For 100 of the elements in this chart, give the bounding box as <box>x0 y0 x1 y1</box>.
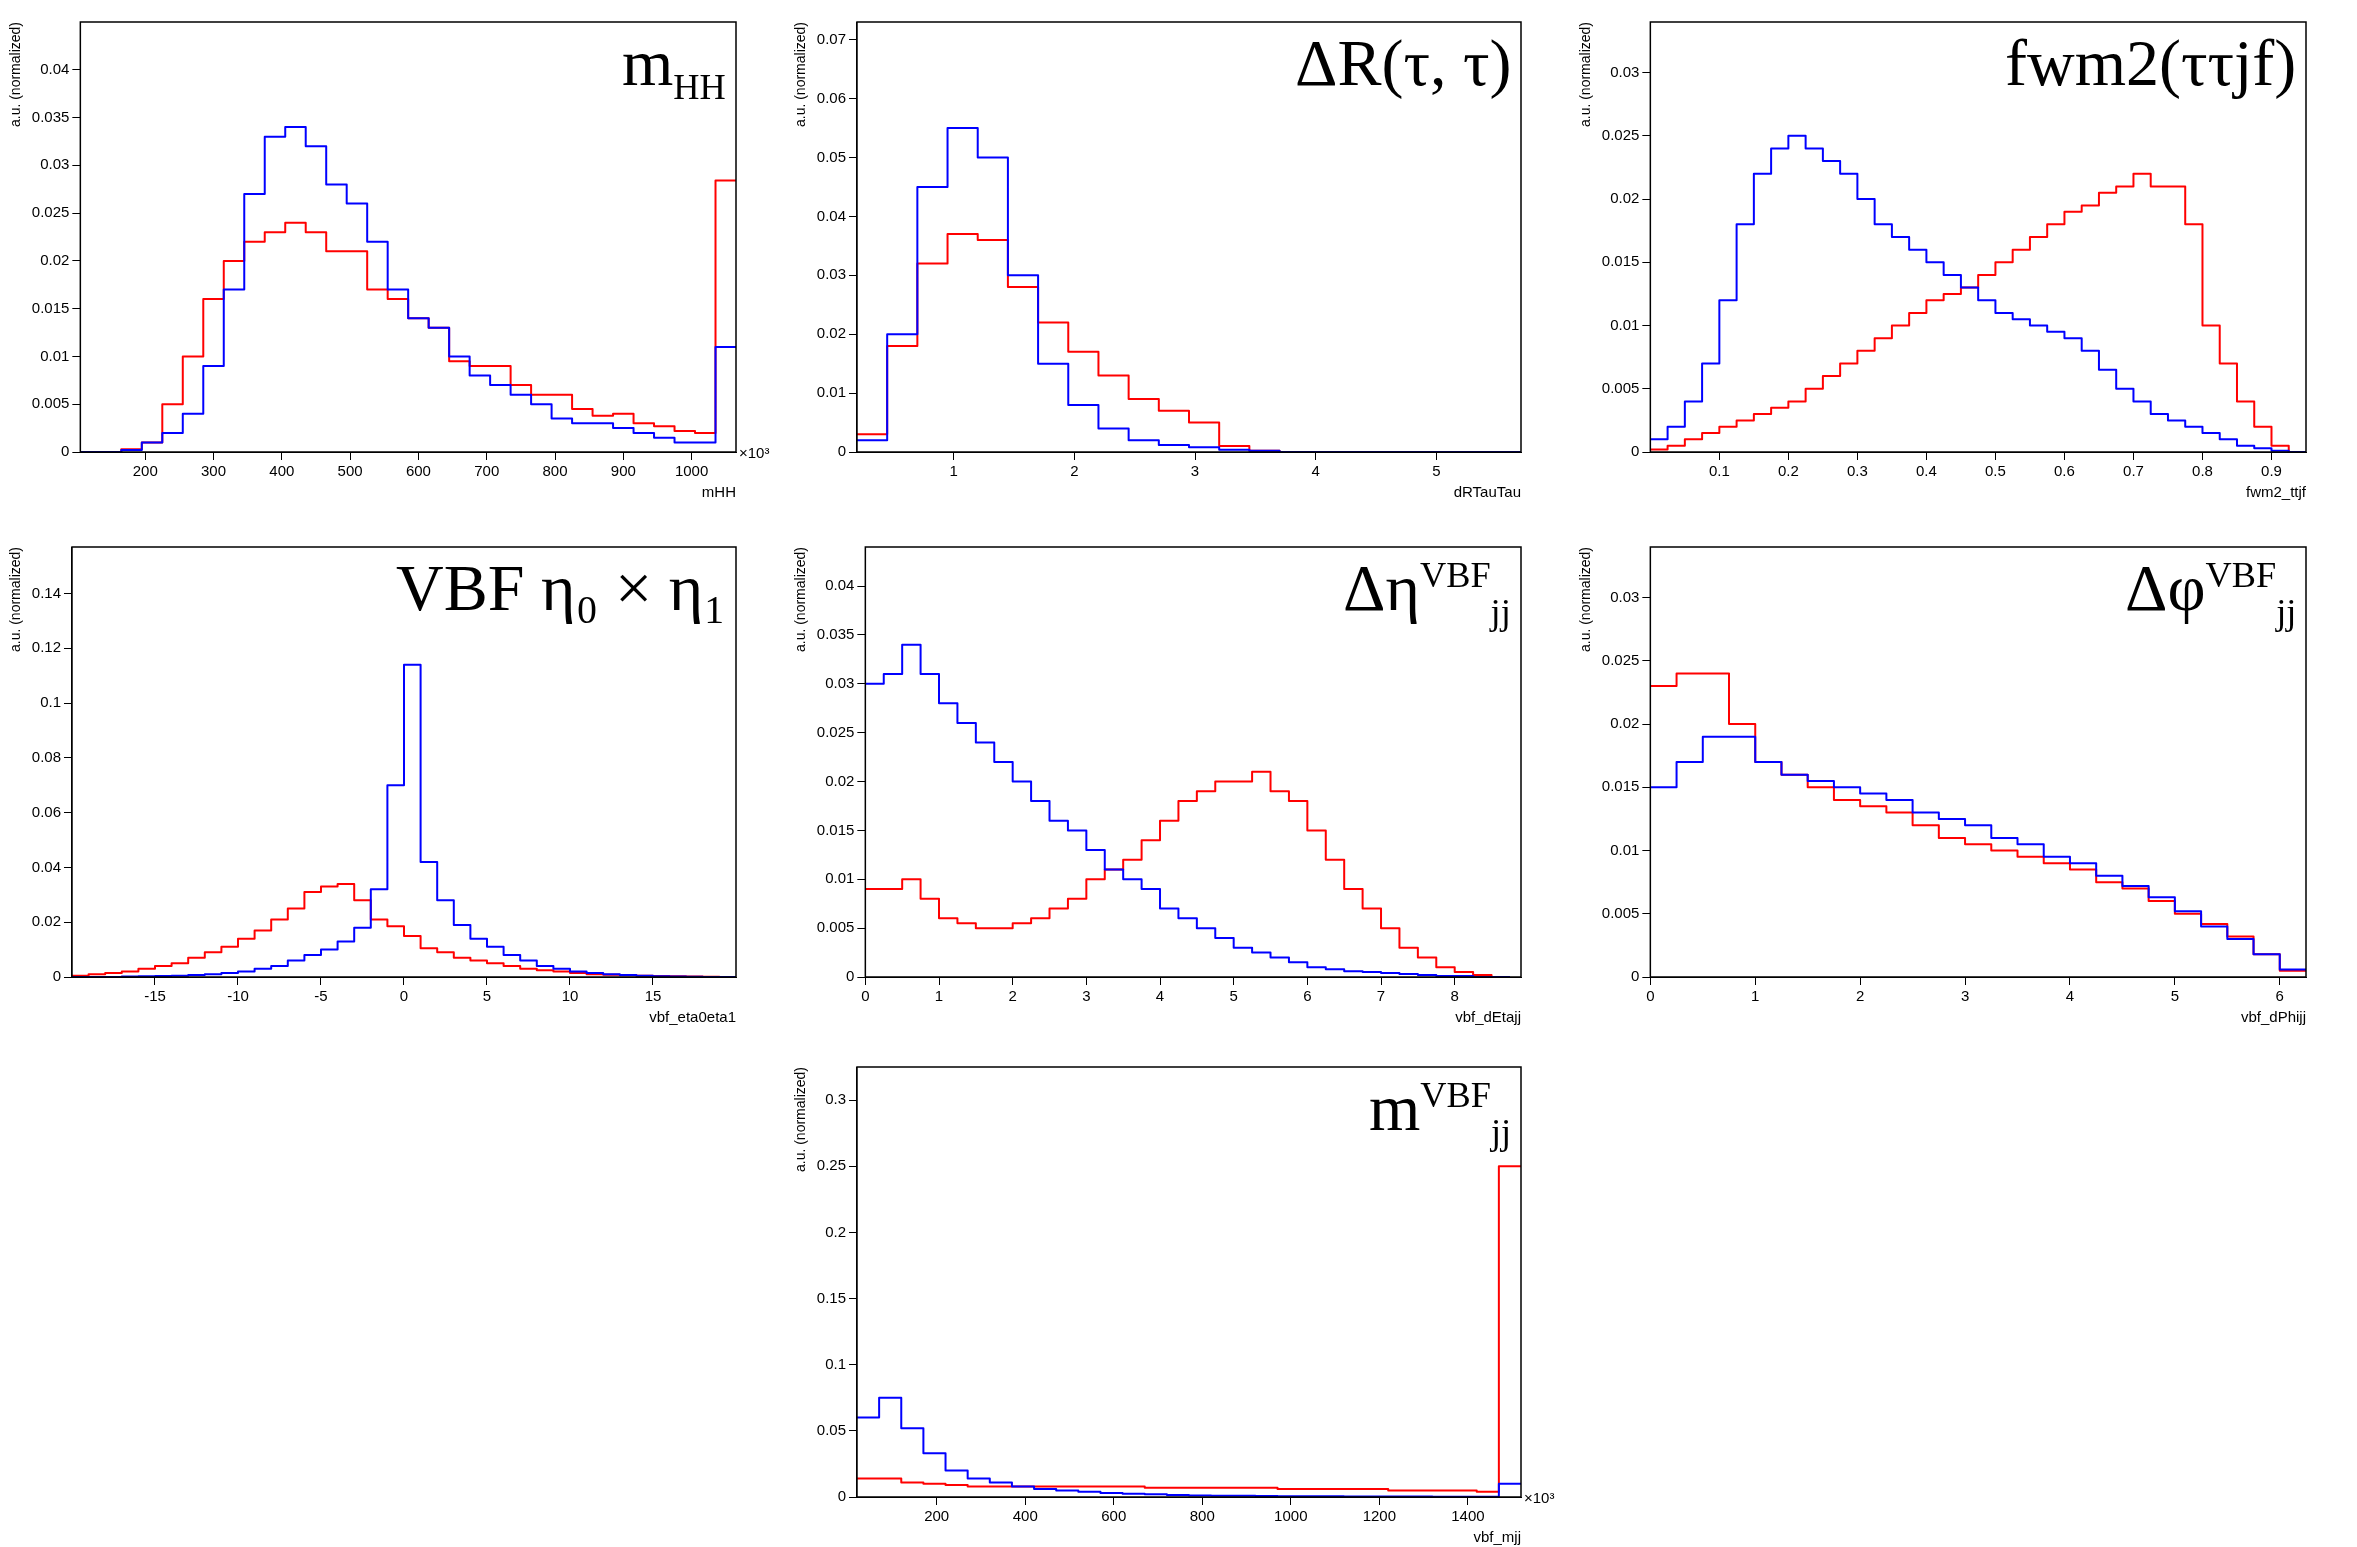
y-tick-label: 0.03 <box>1610 587 1640 605</box>
x-tick-label: 400 <box>269 462 295 480</box>
y-tick-label: 0.07 <box>816 29 846 47</box>
y-tick-label: 0.015 <box>31 298 70 316</box>
x-tick-label: 700 <box>474 462 500 480</box>
x-tick-label: 1 <box>949 462 958 480</box>
y-axis-title: a.u. (normalized) <box>1577 22 1594 128</box>
y-tick-label: 0.02 <box>1610 714 1640 732</box>
y-axis-title: a.u. (normalized) <box>7 22 24 128</box>
x-tick-label: 5 <box>2170 987 2180 1005</box>
y-tick-label: 0.3 <box>825 1090 846 1108</box>
x-tick-label: 6 <box>2275 987 2284 1005</box>
y-tick-label: 0.14 <box>31 583 61 601</box>
y-tick-label: 0.02 <box>816 324 846 342</box>
x-axis-title: vbf_dEtajj <box>1455 1008 1521 1026</box>
y-tick-label: 0.015 <box>816 820 855 838</box>
x-tick-label: 400 <box>1012 1507 1038 1525</box>
x-axis-title: mHH <box>701 483 736 501</box>
y-tick-label: 0.02 <box>31 912 61 930</box>
x-tick-label: 600 <box>1101 1507 1127 1525</box>
x-tick-label: 5 <box>482 987 492 1005</box>
x-tick-label: 1 <box>1751 987 1760 1005</box>
x-tick-label: 800 <box>1189 1507 1215 1525</box>
y-tick-label: 0.06 <box>31 802 61 820</box>
x-tick-label: 15 <box>644 987 662 1005</box>
x-axis-title: vbf_eta0eta1 <box>649 1008 736 1026</box>
y-tick-label: 0 <box>1630 442 1640 460</box>
x-tick-label: 0.6 <box>2054 462 2075 480</box>
x-tick-label: 6 <box>1303 987 1312 1005</box>
x-tick-label: 2 <box>1855 987 1865 1005</box>
x-axis-title: dRTauTau <box>1453 483 1521 501</box>
y-tick-label: 0.025 <box>816 722 855 740</box>
y-tick-label: 0.01 <box>1610 315 1640 333</box>
x-tick-label: 4 <box>2065 987 2075 1005</box>
x-tick-label: 5 <box>1432 462 1441 480</box>
y-tick-label: 0 <box>60 442 70 460</box>
x-tick-label: 200 <box>924 1507 950 1525</box>
x-tick-label: 900 <box>610 462 636 480</box>
x-tick-label: 0 <box>861 987 870 1005</box>
x-tick-label: 3 <box>1960 987 1970 1005</box>
x-tick-label: -10 <box>227 987 249 1005</box>
y-tick-label: 0.03 <box>816 265 846 283</box>
x-tick-label: 0.7 <box>2123 462 2144 480</box>
y-tick-label: 0.05 <box>816 147 846 165</box>
text: ×10³ <box>739 444 770 462</box>
x-axis-title: fwm2_ttjf <box>2245 483 2307 501</box>
x-tick-label: 1000 <box>1274 1507 1308 1525</box>
chart-title: m$_{HH}$ <box>622 26 726 108</box>
y-tick-label: 0 <box>837 442 846 460</box>
x-tick-label: 600 <box>405 462 431 480</box>
y-tick-label: 0.15 <box>816 1288 846 1306</box>
y-tick-label: 0.035 <box>816 625 855 643</box>
y-tick-label: 0.2 <box>825 1222 846 1240</box>
y-tick-label: 0.005 <box>1601 378 1640 396</box>
y-tick-label: 0.04 <box>825 576 855 594</box>
x-tick-label: 0.2 <box>1777 462 1799 480</box>
y-tick-label: 0.035 <box>31 107 70 125</box>
x-tick-label: 2 <box>1070 462 1079 480</box>
x-tick-label: 0.4 <box>1915 462 1937 480</box>
x-tick-label: 0 <box>399 987 409 1005</box>
x-tick-label: 5 <box>1229 987 1238 1005</box>
y-axis-title: a.u. (normalized) <box>7 547 24 653</box>
x-tick-label: 8 <box>1450 987 1459 1005</box>
x-tick-label: 0 <box>1646 987 1655 1005</box>
y-tick-label: 0.025 <box>1601 650 1640 668</box>
y-tick-label: 0.01 <box>1610 840 1640 858</box>
y-tick-label: 0.025 <box>1601 125 1640 143</box>
chart-title: VBF η₀ × η₁ <box>396 551 727 624</box>
x-tick-label: 1 <box>934 987 944 1005</box>
y-tick-label: 0.12 <box>31 638 61 656</box>
y-tick-label: 0 <box>837 1487 846 1505</box>
x-tick-label: 10 <box>561 987 579 1005</box>
x-tick-label: 0.8 <box>2192 462 2213 480</box>
y-tick-label: 0.005 <box>816 918 855 936</box>
x-tick-label: 3 <box>1190 462 1200 480</box>
y-tick-label: 0.04 <box>40 59 70 77</box>
y-axis-title: a.u. (normalized) <box>792 547 809 653</box>
x-tick-label: 1200 <box>1362 1507 1397 1525</box>
y-tick-label: 0 <box>52 967 61 985</box>
y-tick-label: 0.04 <box>31 857 61 875</box>
y-tick-label: 0.06 <box>816 88 846 106</box>
y-tick-label: 0.25 <box>816 1156 846 1174</box>
y-tick-label: 0.005 <box>1601 903 1640 921</box>
y-tick-label: 0.03 <box>825 673 855 691</box>
y-tick-label: 0.025 <box>31 203 70 221</box>
y-tick-label: 0.04 <box>816 206 846 224</box>
x-tick-label: 0.5 <box>1984 462 2006 480</box>
y-tick-label: 0.01 <box>816 383 846 401</box>
y-tick-label: 0.02 <box>825 771 855 789</box>
y-tick-label: 0.03 <box>1610 62 1640 80</box>
y-axis-title: a.u. (normalized) <box>792 1067 809 1173</box>
y-tick-label: 0 <box>1630 967 1640 985</box>
x-tick-label: 0.3 <box>1846 462 1868 480</box>
x-tick-label: 3 <box>1082 987 1091 1005</box>
x-tick-label: 7 <box>1376 987 1386 1005</box>
y-tick-label: 0.05 <box>816 1420 846 1438</box>
x-tick-label: 0.9 <box>2261 462 2282 480</box>
x-axis-title: vbf_dPhijj <box>2240 1008 2306 1026</box>
x-tick-label: 4 <box>1311 462 1320 480</box>
y-tick-label: 0.015 <box>1601 777 1640 795</box>
